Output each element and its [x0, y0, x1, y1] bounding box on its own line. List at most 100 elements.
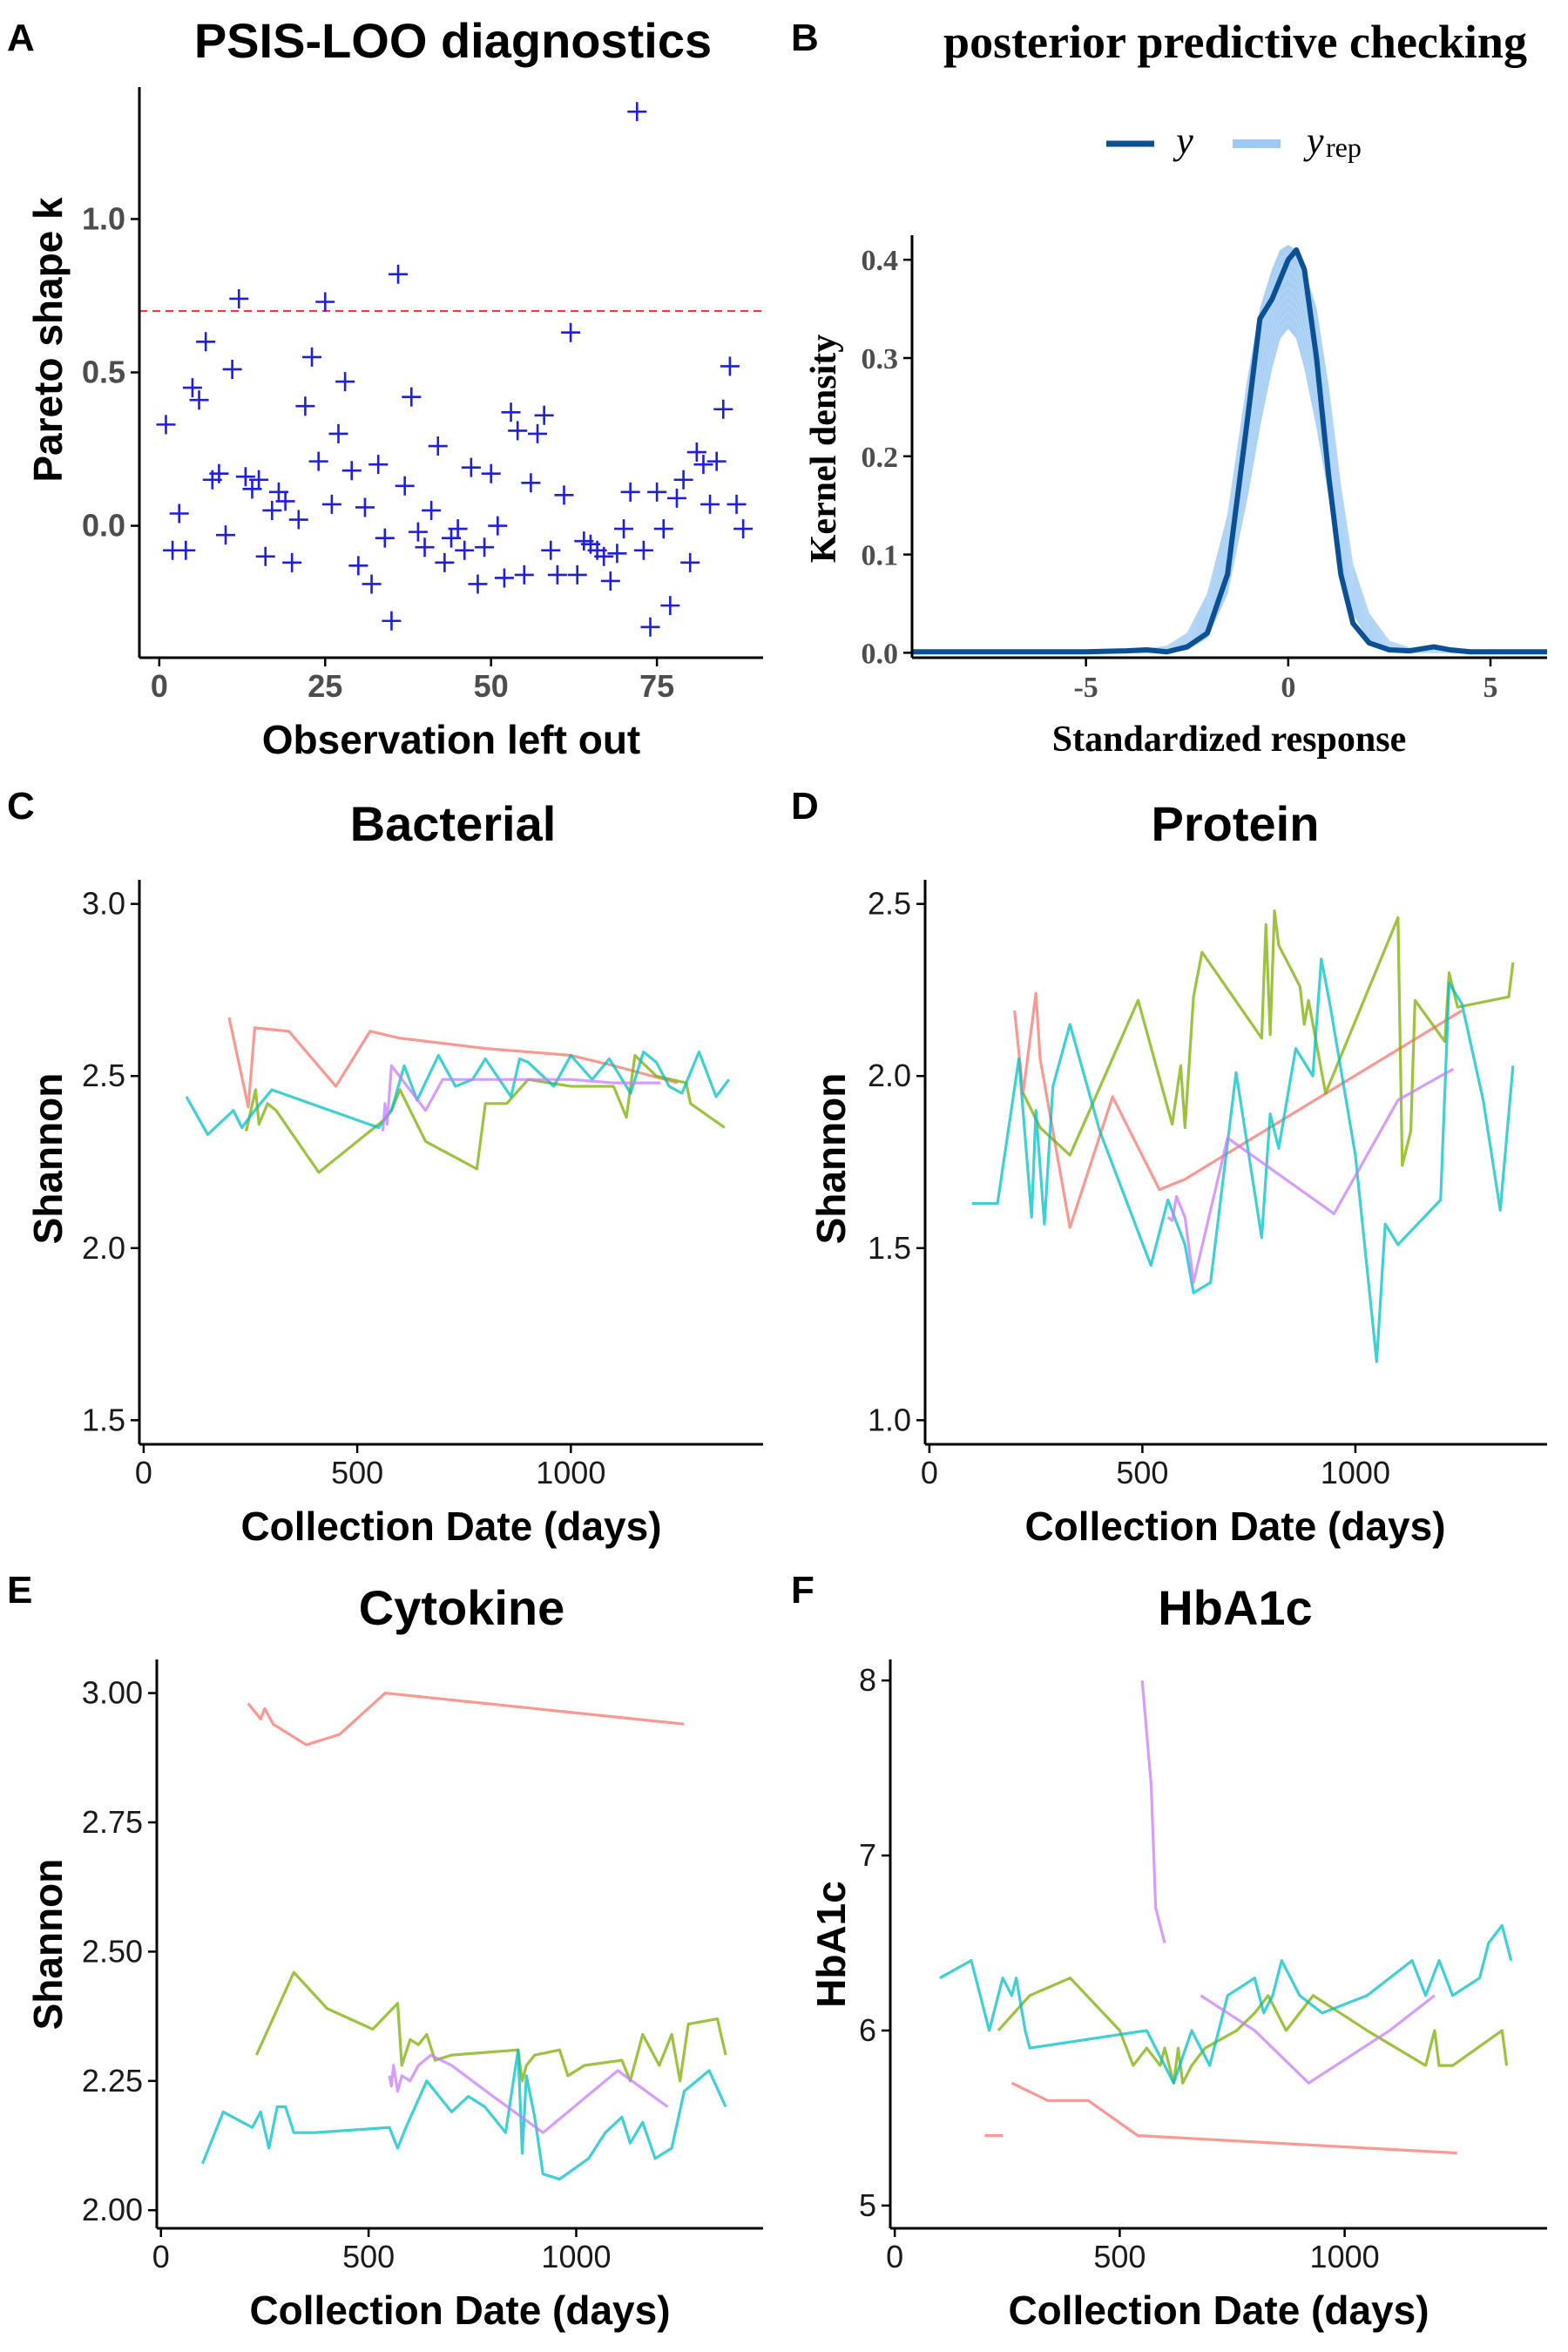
data-point: [455, 540, 475, 560]
data-point: [534, 405, 554, 425]
series-yrep-draw: [912, 294, 1547, 652]
panel-a: A PSIS-LOO diagnostics 0 25 50 75 0.0 0.5 1.0 Obs…: [7, 13, 763, 762]
data-point: [733, 519, 754, 539]
data-point: [341, 461, 362, 481]
y-tick-label: 0.2: [862, 442, 899, 474]
x-tick-label: 500: [342, 2239, 395, 2274]
legend-label-y: y: [1173, 119, 1193, 162]
series-line: [1140, 1680, 1166, 1943]
series-line: [200, 2048, 727, 2181]
legend-label-yrep-sub: rep: [1326, 132, 1362, 163]
data-point: [282, 552, 302, 572]
data-point: [382, 611, 402, 631]
y-tick-label: 0.1: [862, 540, 899, 572]
data-point: [182, 378, 202, 398]
series-line: [971, 957, 1515, 1363]
data-point: [402, 387, 422, 407]
data-point: [494, 568, 514, 588]
x-tick-label: 1000: [536, 1455, 605, 1490]
data-point: [355, 497, 375, 517]
x-axis-label: Observation left out: [262, 717, 640, 762]
y-axis-label: Shannon: [808, 1073, 854, 1245]
data-point: [415, 537, 435, 558]
data-point: [375, 528, 395, 548]
data-point: [249, 470, 269, 490]
series-line: [997, 1977, 1509, 2085]
series-line: [1013, 991, 1463, 1229]
y-tick-label: 1.5: [868, 1230, 911, 1266]
y-axis-label: Shannon: [25, 1073, 71, 1245]
data-point: [295, 396, 315, 416]
panel-letter: F: [791, 1569, 814, 1612]
y-tick-label: 2.25: [82, 2063, 143, 2099]
data-point: [713, 399, 733, 419]
data-point: [706, 451, 727, 471]
y-tick-label: 2.5: [868, 886, 911, 922]
plot-area: [971, 909, 1515, 1363]
data-point: [435, 552, 455, 572]
data-point: [255, 546, 275, 566]
data-point: [235, 467, 255, 487]
data-point: [328, 423, 348, 443]
x-tick-label: 0: [151, 668, 168, 704]
panel-letter: D: [791, 785, 819, 828]
data-point: [408, 522, 428, 542]
series-y-line: [912, 247, 1547, 655]
panel-letter: E: [7, 1569, 32, 1612]
data-point: [448, 519, 468, 539]
series-line: [1200, 1994, 1436, 2085]
data-point: [335, 372, 355, 392]
data-point: [368, 455, 389, 475]
data-point: [262, 500, 282, 520]
panel-d: D Protein 0 500 1000 1.0 1.5 2.0 2.5 Collection D…: [791, 785, 1547, 1549]
data-point: [348, 556, 368, 576]
x-tick-label: 500: [1093, 2239, 1146, 2274]
x-tick-label: 0: [1281, 672, 1295, 704]
legend: y y rep: [1106, 119, 1362, 163]
chart-title: Bacterial: [350, 796, 557, 851]
series-line: [1010, 2081, 1457, 2155]
data-point: [156, 415, 176, 435]
data-point: [315, 292, 335, 312]
chart-title: HbA1c: [1158, 1580, 1312, 1635]
data-point: [362, 574, 382, 594]
data-point: [395, 476, 415, 496]
data-point: [475, 537, 495, 558]
y-axis-label: Shannon: [25, 1859, 71, 2031]
data-point: [620, 482, 640, 502]
y-tick-label: 7: [859, 1837, 876, 1873]
y-tick-label: 2.00: [82, 2192, 143, 2227]
y-tick-label: 0.5: [82, 355, 125, 390]
plot-area: [200, 1691, 727, 2181]
series-yrep-draw: [912, 319, 1547, 653]
data-point: [514, 564, 534, 585]
y-axis-label: Pareto shape k: [25, 197, 71, 483]
x-tick-label: 1000: [1310, 2239, 1380, 2274]
y-tick-label: 2.0: [82, 1230, 125, 1266]
x-tick-label: 500: [331, 1455, 383, 1490]
data-point: [468, 574, 488, 594]
data-point: [216, 525, 236, 545]
data-point: [600, 571, 620, 591]
series-line: [254, 1970, 727, 2083]
data-point: [321, 494, 341, 514]
data-point: [169, 504, 189, 524]
plot-area: [939, 1680, 1513, 2155]
x-tick-label: 0: [152, 2239, 170, 2274]
data-point: [275, 491, 295, 511]
series-yrep-band: [912, 245, 1547, 653]
series-line: [1022, 909, 1515, 1167]
chart-title: PSIS-LOO diagnostics: [194, 13, 712, 68]
data-point: [673, 470, 693, 490]
y-tick-label: 8: [859, 1662, 876, 1698]
series-yrep-draw: [912, 244, 1547, 652]
series-yrep-draw: [912, 311, 1547, 653]
panel-letter: C: [7, 785, 35, 828]
series-yrep-draw: [912, 302, 1547, 653]
y-tick-label: 2.5: [82, 1058, 125, 1093]
y-tick-label: 2.50: [82, 1933, 143, 1969]
x-tick-label: 75: [639, 668, 674, 704]
data-point: [594, 546, 614, 566]
data-point: [561, 322, 581, 342]
